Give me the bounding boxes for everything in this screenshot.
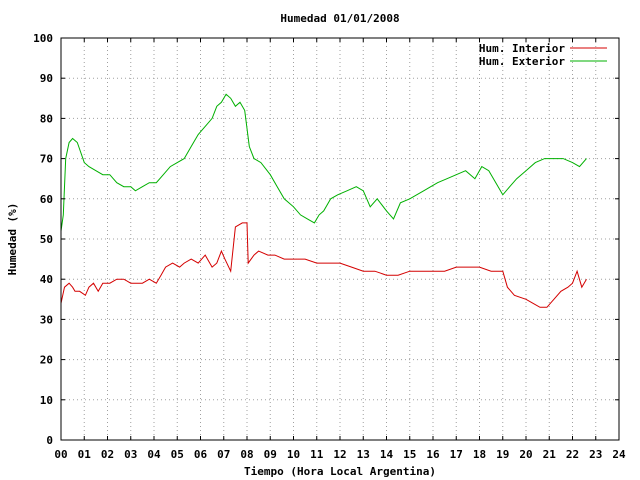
series-lines [60, 93, 587, 308]
legend: Hum. Interior Hum. Exterior [479, 42, 607, 68]
y-tick-label: 30 [40, 313, 53, 326]
axis-ticks: 00 01 02 03 04 05 06 07 08 09 10 11 12 13 14 15 16 17 18 19… [33, 32, 626, 461]
x-axis-label: Tiempo (Hora Local Argentina) [244, 465, 436, 478]
y-tick-label: 100 [33, 32, 53, 45]
x-tick-label: 12 [333, 448, 346, 461]
x-tick-label: 03 [124, 448, 137, 461]
x-tick-label: 20 [519, 448, 532, 461]
series-line-exterior [60, 93, 587, 232]
x-tick-label: 02 [101, 448, 114, 461]
x-tick-label: 22 [566, 448, 579, 461]
legend-item-interior: Hum. Interior [479, 42, 607, 55]
x-tick-label: 14 [380, 448, 394, 461]
x-tick-label: 19 [496, 448, 509, 461]
x-tick-label: 00 [54, 448, 67, 461]
x-tick-label: 21 [543, 448, 557, 461]
x-tick-label: 10 [287, 448, 300, 461]
series-line-interior [60, 222, 587, 308]
x-tick-label: 24 [612, 448, 626, 461]
y-tick-label: 10 [40, 394, 53, 407]
x-tick-label: 13 [357, 448, 370, 461]
x-tick-label: 08 [240, 448, 253, 461]
legend-item-exterior: Hum. Exterior [479, 55, 607, 68]
x-tick-label: 04 [147, 448, 161, 461]
y-tick-label: 0 [46, 434, 53, 447]
legend-label-exterior: Hum. Exterior [479, 55, 565, 68]
x-tick-label: 16 [426, 448, 440, 461]
x-tick-label: 23 [589, 448, 602, 461]
x-tick-label: 06 [194, 448, 208, 461]
legend-label-interior: Hum. Interior [479, 42, 565, 55]
grid-lines [61, 38, 619, 440]
x-tick-label: 18 [473, 448, 486, 461]
y-tick-label: 90 [40, 72, 53, 85]
y-tick-label: 40 [40, 273, 53, 286]
chart-title: Humedad 01/01/2008 [280, 12, 399, 25]
y-tick-label: 50 [40, 233, 53, 246]
x-tick-label: 05 [171, 448, 184, 461]
x-tick-label: 07 [217, 448, 230, 461]
y-tick-label: 70 [40, 153, 53, 166]
y-axis-label: Humedad (%) [6, 203, 19, 276]
x-tick-label: 15 [403, 448, 416, 461]
y-tick-label: 20 [40, 354, 53, 367]
y-tick-label: 80 [40, 112, 53, 125]
x-tick-label: 17 [450, 448, 463, 461]
y-tick-label: 60 [40, 193, 53, 206]
x-tick-label: 09 [264, 448, 277, 461]
x-tick-label: 11 [310, 448, 324, 461]
x-tick-label: 01 [78, 448, 92, 461]
